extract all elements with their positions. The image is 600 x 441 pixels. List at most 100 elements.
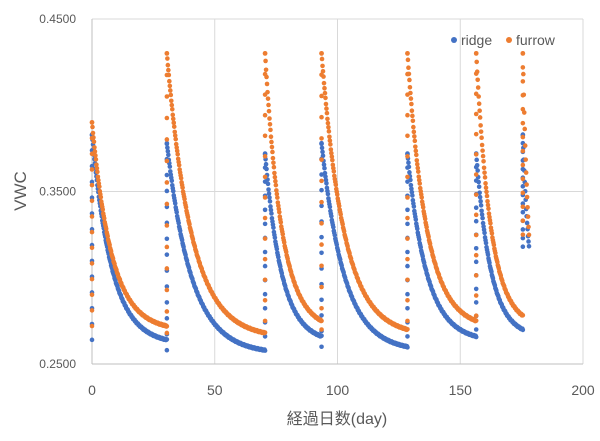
ridge-point: [409, 189, 415, 195]
x-axis-title: 経過日数(day): [287, 410, 387, 428]
furrow-point: [486, 211, 492, 216]
furrow-point: [405, 133, 410, 139]
ridge-point: [266, 191, 272, 196]
ridge-point: [164, 252, 170, 257]
furrow-point: [172, 129, 178, 135]
x-tick-label: 50: [207, 382, 223, 398]
furrow-point: [268, 127, 273, 133]
furrow-point: [520, 79, 526, 84]
furrow-point: [319, 242, 324, 247]
furrow-point: [319, 178, 324, 184]
furrow-point: [275, 195, 280, 200]
furrow-point: [419, 195, 425, 200]
furrow-point: [263, 58, 268, 64]
ridge-point: [524, 220, 530, 226]
furrow-point: [405, 318, 410, 324]
ridge-point: [319, 333, 324, 339]
furrow-point: [180, 185, 185, 190]
furrow-point: [268, 134, 274, 140]
furrow-point: [262, 330, 268, 335]
furrow-point: [479, 142, 485, 148]
furrow-point: [405, 50, 410, 56]
ridge-point: [473, 334, 479, 340]
furrow-point: [474, 59, 479, 65]
ridge-point: [319, 313, 324, 318]
furrow-point: [405, 277, 410, 283]
furrow-point: [412, 134, 417, 139]
furrow-point: [328, 147, 334, 152]
furrow-point: [322, 90, 328, 96]
ridge-point: [263, 161, 269, 167]
y-tick-label: 0.4500: [39, 12, 76, 26]
furrow-point: [98, 194, 104, 200]
furrow-point: [164, 180, 170, 185]
ridge-point: [319, 145, 325, 151]
furrow-point: [266, 108, 272, 114]
furrow-point: [414, 152, 419, 158]
furrow-point: [164, 158, 170, 164]
ridge-point: [473, 300, 479, 305]
furrow-point: [520, 50, 526, 56]
furrow-point: [480, 148, 485, 153]
furrow-point: [319, 114, 324, 120]
furrow-point: [271, 160, 276, 166]
ridge-point: [405, 221, 410, 227]
furrow-point: [265, 89, 270, 95]
ridge-point: [266, 187, 271, 192]
ridge-point: [405, 263, 410, 269]
furrow-point: [95, 174, 101, 180]
furrow-point: [420, 204, 426, 210]
furrow-point: [483, 181, 488, 186]
ridge-point: [325, 191, 331, 197]
ridge-point: [319, 203, 324, 209]
furrow-point: [525, 204, 530, 210]
legend-label-furrow: furrow: [516, 32, 556, 48]
ridge-point: [473, 245, 479, 251]
ridge-point: [405, 334, 410, 339]
furrow-point: [171, 120, 177, 126]
furrow-point: [413, 148, 419, 154]
ridge-point: [268, 207, 274, 213]
furrow-point: [475, 77, 480, 83]
ridge-point: [164, 236, 170, 242]
furrow-point: [488, 221, 493, 226]
furrow-point: [167, 83, 173, 89]
furrow-point: [262, 298, 268, 303]
furrow-point: [520, 148, 526, 154]
furrow-point: [520, 204, 526, 210]
furrow-point: [263, 67, 269, 73]
ridge-point: [479, 212, 485, 217]
furrow-point: [331, 169, 337, 174]
furrow-point: [482, 175, 488, 180]
furrow-point: [414, 161, 420, 167]
ridge-point: [327, 204, 333, 210]
ridge-point: [274, 246, 280, 252]
furrow-point: [489, 231, 495, 236]
furrow-point: [176, 162, 182, 168]
ridge-point: [406, 160, 411, 166]
furrow-point: [520, 176, 526, 182]
furrow-point: [473, 252, 479, 258]
ridge-point: [520, 184, 526, 189]
furrow-point: [89, 214, 95, 219]
furrow-point: [270, 155, 276, 161]
y-tick-label: 0.2500: [39, 357, 76, 371]
ridge-point: [475, 168, 480, 173]
furrow-point: [172, 133, 178, 138]
furrow-point: [93, 153, 98, 158]
furrow-point: [473, 111, 479, 117]
furrow-point: [523, 170, 529, 175]
furrow-point: [491, 242, 497, 248]
furrow-point: [409, 108, 415, 114]
ridge-point: [166, 152, 171, 158]
furrow-point: [319, 284, 324, 290]
furrow-point: [522, 143, 528, 148]
ridge-point: [262, 263, 268, 269]
ridge-point: [164, 188, 170, 194]
furrow-point: [422, 216, 428, 222]
ridge-point: [405, 207, 410, 213]
series-layer: [89, 50, 532, 353]
furrow-point: [473, 232, 479, 238]
furrow-point: [417, 181, 423, 186]
furrow-point: [524, 182, 529, 187]
